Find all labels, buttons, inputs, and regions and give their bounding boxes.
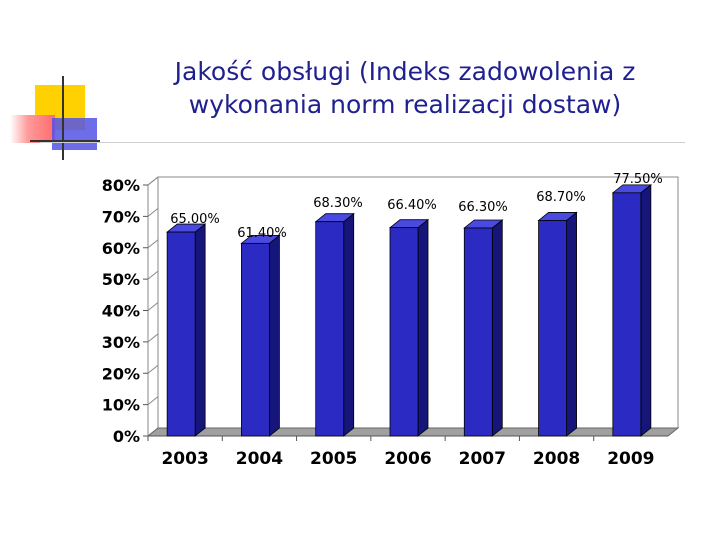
bar-2003 bbox=[166, 231, 196, 437]
bar-side-2004 bbox=[269, 234, 280, 437]
bar-2009 bbox=[612, 192, 642, 437]
bar-2006 bbox=[389, 227, 419, 437]
bar-side-2003 bbox=[194, 223, 206, 437]
bar-2004 bbox=[241, 242, 270, 437]
data-label-2009: 77.50% bbox=[613, 172, 663, 187]
x-tick-label-2007: 2007 bbox=[459, 449, 506, 469]
y-tick-label: 0% bbox=[113, 427, 140, 446]
x-tick-label-2006: 2006 bbox=[384, 449, 431, 469]
slide-title-line-2: wykonania norm realizacji dostaw) bbox=[188, 90, 622, 119]
data-label-2008: 68.70% bbox=[536, 190, 586, 205]
y-tick-label: 70% bbox=[102, 207, 140, 226]
y-gridline-stub bbox=[147, 207, 159, 217]
chart-labels: 2003 2004 2005 2006 2007 2008 2009 65.00% 61.40%… bbox=[161, 172, 662, 469]
y-gridline-stub bbox=[147, 396, 159, 406]
x-tick-label-2005: 2005 bbox=[310, 449, 357, 469]
deco-red-square bbox=[10, 115, 55, 143]
data-label-2006: 66.40% bbox=[387, 198, 437, 213]
y-tick-label: 80% bbox=[102, 176, 140, 195]
y-tick-label: 30% bbox=[102, 333, 140, 352]
x-tick-label-2009: 2009 bbox=[607, 449, 654, 469]
y-tick-label: 60% bbox=[102, 239, 140, 258]
data-label-2007: 66.30% bbox=[458, 200, 508, 215]
bar-side-2009 bbox=[640, 184, 652, 437]
bar-2007 bbox=[463, 227, 493, 437]
bar-2008 bbox=[538, 220, 567, 437]
data-label-2004: 61.40% bbox=[237, 226, 287, 241]
title-divider bbox=[40, 142, 685, 143]
chart-bars bbox=[166, 184, 652, 437]
y-gridline-stub bbox=[147, 333, 159, 343]
y-tick-label: 20% bbox=[102, 364, 140, 383]
x-tick-label-2008: 2008 bbox=[533, 449, 580, 469]
bar-side-2008 bbox=[566, 211, 577, 437]
y-gridline-stub bbox=[147, 239, 159, 249]
y-tick-label: 10% bbox=[102, 396, 140, 415]
bar-2005 bbox=[315, 221, 345, 437]
data-label-2003: 65.00% bbox=[170, 212, 220, 227]
deco-blue-square bbox=[52, 118, 97, 150]
bar-side-2007 bbox=[491, 219, 503, 437]
bar-side-2006 bbox=[417, 218, 429, 437]
deco-vertical-line bbox=[62, 76, 64, 160]
bar-side-2005 bbox=[343, 212, 355, 437]
data-label-2005: 68.30% bbox=[313, 196, 363, 211]
x-tick-label-2003: 2003 bbox=[161, 449, 208, 469]
y-tick-label: 50% bbox=[102, 270, 140, 289]
chart-axes: 0% 10% 20% 30% 40% 50% 60% 70% 80% bbox=[102, 176, 679, 446]
x-tick-label-2004: 2004 bbox=[236, 449, 283, 469]
deco-horizontal-line bbox=[30, 140, 100, 142]
slide-title-line-1: Jakość obsługi (Indeks zadowolenia z bbox=[174, 57, 636, 86]
y-gridline-stub bbox=[147, 270, 159, 280]
y-gridline-stub bbox=[147, 302, 159, 311]
y-tick-label: 40% bbox=[102, 302, 140, 321]
slide-title: Jakość obsługi (Indeks zadowolenia z wyk… bbox=[110, 55, 700, 121]
y-gridline-stub bbox=[147, 364, 159, 374]
y-gridline-stub bbox=[147, 176, 159, 186]
